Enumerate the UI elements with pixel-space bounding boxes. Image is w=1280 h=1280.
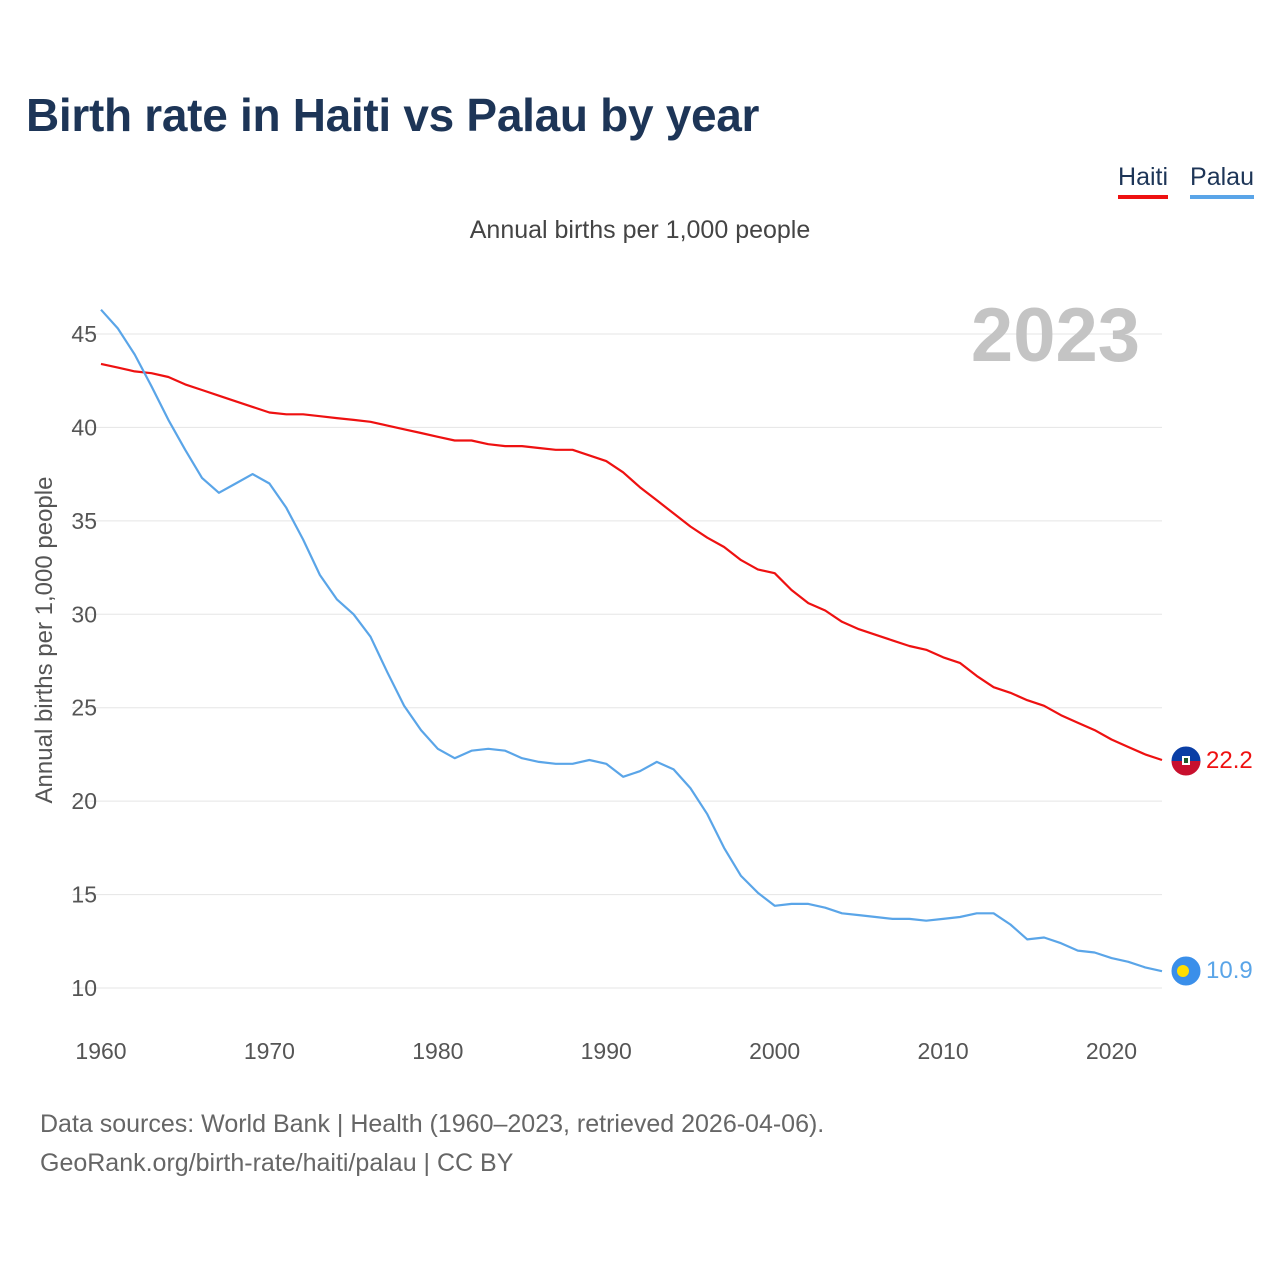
end-value-haiti: 22.2 (1206, 747, 1253, 774)
series-line-haiti[interactable] (100, 362, 1163, 762)
y-tick-label: 35 (71, 508, 97, 534)
x-tick-label: 1980 (412, 1038, 463, 1064)
y-tick-label: 20 (71, 788, 97, 814)
y-tick-label: 40 (71, 414, 97, 440)
source-line-2[interactable]: GeoRank.org/birth-rate/haiti/palau | CC … (40, 1149, 514, 1177)
x-tick-label: 1970 (244, 1038, 295, 1064)
year-label: 2023 (971, 293, 1140, 378)
x-tick-label: 2020 (1086, 1038, 1137, 1064)
chart-title: Birth rate in Haiti vs Palau by year (26, 89, 760, 141)
x-tick-label: 2010 (917, 1038, 968, 1064)
series-line-palau[interactable] (100, 308, 1163, 973)
palau-marker-outline (1170, 955, 1202, 987)
haiti-marker-outline (1170, 745, 1202, 777)
y-tick-label: 45 (71, 321, 97, 347)
legend-item-haiti[interactable]: Haiti (1118, 163, 1169, 199)
y-tick-label: 15 (71, 882, 97, 908)
y-tick-label: 10 (71, 975, 97, 1001)
y-axis-label: Annual births per 1,000 people (31, 477, 58, 804)
haiti-flag-icon (1171, 746, 1201, 776)
legend-item-palau[interactable]: Palau (1190, 163, 1254, 199)
palau-flag-icon (1171, 956, 1201, 986)
x-tick-label: 1960 (75, 1038, 126, 1064)
source-note: Data sources: World Bank | Health (1960–… (40, 1105, 824, 1183)
chart-subtitle: Annual births per 1,000 people (469, 216, 811, 244)
end-value-palau: 10.9 (1206, 957, 1253, 984)
x-tick-label: 2000 (749, 1038, 800, 1064)
x-tick-label: 1990 (581, 1038, 632, 1064)
y-tick-label: 25 (71, 695, 97, 721)
y-tick-label: 30 (71, 601, 97, 627)
source-line-1: Data sources: World Bank | Health (1960–… (40, 1110, 825, 1138)
legend: Haiti Palau (1118, 163, 1254, 199)
